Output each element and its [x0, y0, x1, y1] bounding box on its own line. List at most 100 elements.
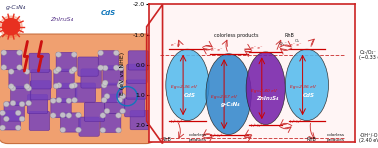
FancyBboxPatch shape — [31, 70, 51, 89]
Circle shape — [117, 97, 122, 103]
Circle shape — [71, 52, 77, 57]
Circle shape — [113, 65, 119, 70]
Text: colorless
products: colorless products — [327, 133, 345, 142]
Text: h⁺ h⁺: h⁺ h⁺ — [171, 120, 182, 124]
Circle shape — [120, 94, 125, 99]
Ellipse shape — [246, 52, 285, 124]
Text: CdS: CdS — [101, 10, 116, 16]
FancyBboxPatch shape — [29, 111, 50, 131]
Circle shape — [102, 80, 108, 85]
FancyBboxPatch shape — [60, 113, 81, 132]
Circle shape — [113, 50, 119, 56]
Circle shape — [72, 83, 77, 88]
Circle shape — [69, 69, 75, 74]
Text: O₂·/O₂⁻
(−0.33 eV): O₂·/O₂⁻ (−0.33 eV) — [359, 50, 378, 60]
FancyBboxPatch shape — [75, 83, 96, 102]
Circle shape — [1, 65, 7, 70]
Circle shape — [0, 125, 5, 130]
Circle shape — [19, 102, 25, 107]
Text: h⁺ h⁺: h⁺ h⁺ — [290, 120, 302, 124]
Circle shape — [56, 83, 62, 88]
Text: e⁻ e⁻: e⁻ e⁻ — [171, 43, 182, 47]
FancyBboxPatch shape — [101, 113, 121, 132]
Text: ·O₂⁻: ·O₂⁻ — [278, 42, 287, 46]
Circle shape — [76, 112, 81, 118]
Circle shape — [53, 83, 59, 89]
Circle shape — [118, 65, 124, 71]
FancyBboxPatch shape — [98, 51, 119, 70]
Circle shape — [24, 84, 30, 89]
Circle shape — [3, 102, 9, 107]
Circle shape — [56, 52, 61, 57]
FancyBboxPatch shape — [2, 50, 22, 70]
Circle shape — [117, 83, 122, 88]
Circle shape — [104, 108, 110, 114]
Circle shape — [50, 98, 56, 103]
Circle shape — [8, 84, 14, 89]
FancyBboxPatch shape — [30, 81, 51, 100]
Circle shape — [76, 127, 81, 133]
FancyBboxPatch shape — [57, 83, 77, 102]
Circle shape — [69, 83, 75, 89]
Circle shape — [118, 80, 124, 85]
FancyBboxPatch shape — [124, 98, 145, 117]
Text: CdS: CdS — [303, 93, 315, 98]
Text: e⁻ e⁻: e⁻ e⁻ — [290, 43, 302, 47]
FancyBboxPatch shape — [0, 34, 155, 144]
Circle shape — [53, 69, 59, 74]
Circle shape — [10, 86, 16, 91]
Text: ZnIn₂S₄: ZnIn₂S₄ — [50, 17, 73, 22]
FancyBboxPatch shape — [27, 94, 48, 114]
Circle shape — [3, 116, 9, 122]
Circle shape — [19, 116, 25, 122]
FancyBboxPatch shape — [0, 111, 20, 130]
Text: Eg=2.36 eV: Eg=2.36 eV — [290, 85, 316, 89]
Circle shape — [71, 67, 77, 72]
FancyBboxPatch shape — [4, 102, 25, 121]
FancyBboxPatch shape — [11, 86, 31, 105]
Text: e⁻ e⁻: e⁻ e⁻ — [251, 46, 262, 50]
Text: g-C₃N₄: g-C₃N₄ — [221, 102, 241, 107]
Circle shape — [56, 98, 62, 103]
Circle shape — [98, 65, 104, 70]
Text: h⁺ h⁺: h⁺ h⁺ — [211, 134, 223, 138]
Circle shape — [101, 97, 107, 103]
FancyBboxPatch shape — [128, 51, 149, 70]
Text: colorless products: colorless products — [214, 33, 258, 38]
Circle shape — [102, 65, 108, 71]
Text: e⁻ e⁻: e⁻ e⁻ — [211, 48, 223, 52]
Circle shape — [101, 83, 107, 88]
FancyBboxPatch shape — [84, 102, 105, 122]
Text: Eg=2.36 eV: Eg=2.36 eV — [171, 85, 197, 89]
FancyBboxPatch shape — [81, 69, 101, 88]
Text: RhB: RhB — [285, 33, 294, 38]
Circle shape — [1, 50, 7, 55]
Circle shape — [26, 100, 31, 106]
Circle shape — [56, 67, 61, 72]
Circle shape — [60, 127, 66, 133]
FancyBboxPatch shape — [102, 83, 122, 102]
Text: ·OH⁺/·OH
(2.40 eV): ·OH⁺/·OH (2.40 eV) — [359, 132, 378, 143]
Text: ZnIn₂S₄: ZnIn₂S₄ — [256, 96, 279, 101]
Circle shape — [116, 113, 121, 118]
FancyBboxPatch shape — [79, 117, 99, 136]
FancyBboxPatch shape — [56, 52, 76, 72]
Text: Eg=2.40 eV: Eg=2.40 eV — [251, 89, 277, 93]
FancyBboxPatch shape — [105, 94, 125, 113]
FancyBboxPatch shape — [126, 80, 147, 99]
Circle shape — [100, 113, 105, 118]
Text: RhB: RhB — [306, 137, 316, 142]
Text: colorless
products: colorless products — [189, 133, 207, 142]
Circle shape — [0, 16, 22, 37]
Circle shape — [24, 69, 30, 74]
FancyBboxPatch shape — [127, 64, 147, 83]
Ellipse shape — [166, 49, 209, 121]
Ellipse shape — [206, 54, 251, 135]
Circle shape — [66, 98, 72, 103]
Circle shape — [50, 113, 56, 118]
Text: CdS: CdS — [184, 93, 195, 98]
Text: RhB: RhB — [162, 137, 172, 142]
Circle shape — [15, 110, 21, 116]
FancyBboxPatch shape — [29, 53, 50, 72]
Y-axis label: E (eV vs NHE): E (eV vs NHE) — [119, 52, 125, 95]
